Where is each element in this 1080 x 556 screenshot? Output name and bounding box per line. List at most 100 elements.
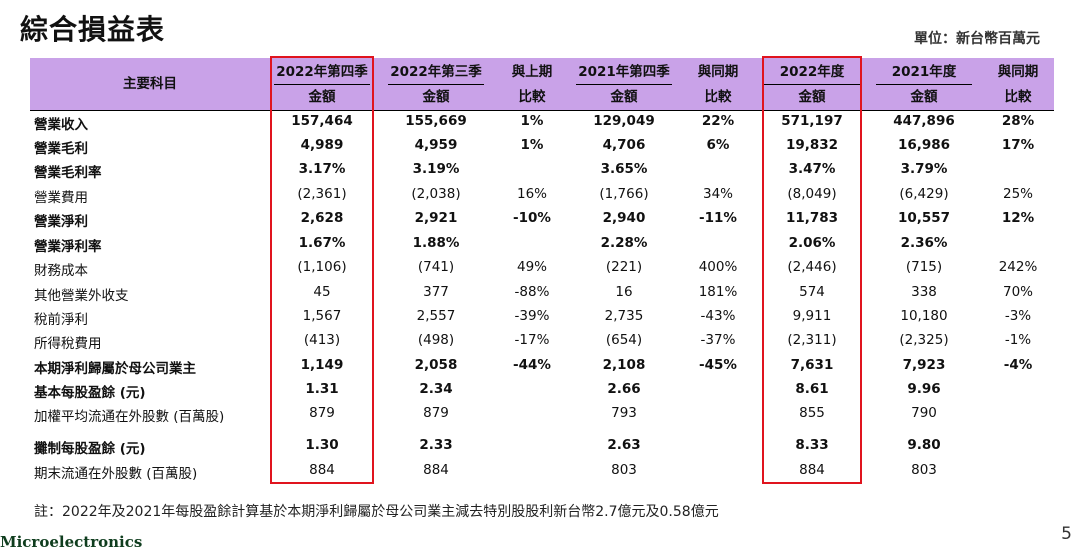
table-cell: 2.28% (600, 235, 648, 251)
table-cell: 9,911 (792, 308, 832, 324)
table-cell: 1.31 (305, 381, 339, 397)
table-cell: -88% (514, 284, 550, 300)
table-cell: 2,058 (414, 357, 458, 373)
table-cell: (2,325) (899, 332, 949, 348)
table-cell: 1,567 (302, 308, 342, 324)
table-cell: -43% (700, 308, 736, 324)
table-cell: (2,311) (787, 332, 837, 348)
header-divider-3 (876, 84, 972, 85)
table-cell: 2,557 (416, 308, 456, 324)
table-cell: 884 (423, 462, 449, 478)
table-cell: 19,832 (785, 137, 839, 153)
header-divider-2 (764, 84, 860, 85)
table-cell: 4,989 (300, 137, 344, 153)
header-col-6-top: 2021年度 (891, 64, 957, 80)
table-cell: 49% (516, 259, 547, 275)
table-cell: 2,108 (602, 357, 646, 373)
header-col-4-top: 與同期 (697, 64, 739, 80)
highlight-box-fy-2022 (762, 56, 862, 484)
header-col-1-bottom: 金額 (422, 89, 450, 105)
table-cell: (2,361) (297, 186, 347, 202)
table-cell: 790 (911, 405, 937, 421)
table-cell: 377 (423, 284, 449, 300)
table-cell: -11% (699, 210, 737, 226)
table-cell: 884 (309, 462, 335, 478)
header-col-0-bottom: 金額 (308, 89, 336, 105)
table-cell: 2,735 (604, 308, 644, 324)
table-cell: 6% (706, 137, 730, 153)
table-cell: 2.36% (900, 235, 948, 251)
page-number: 5 (1061, 524, 1072, 544)
table-cell: 70% (1002, 284, 1033, 300)
row-label: 稅前淨利 (34, 312, 88, 328)
table-cell: 2,628 (300, 210, 344, 226)
table-cell: 1.67% (298, 235, 346, 251)
header-col-3-bottom: 金額 (610, 89, 638, 105)
table-cell: (2,446) (787, 259, 837, 275)
table-cell: 7,923 (902, 357, 946, 373)
row-label: 財務成本 (34, 263, 88, 279)
table-cell: 155,669 (405, 113, 467, 129)
table-cell: 3.47% (788, 161, 836, 177)
table-cell: 2,940 (602, 210, 646, 226)
row-label: 期末流通在外股數 (百萬股) (34, 466, 198, 482)
table-cell: (715) (905, 259, 943, 275)
header-main-item: 主要科目 (123, 76, 177, 92)
header-col-1-top: 2022年第三季 (390, 64, 482, 80)
table-cell: (6,429) (899, 186, 949, 202)
table-cell: 3.65% (600, 161, 648, 177)
table-cell: 855 (799, 405, 825, 421)
table-cell: 16,986 (897, 137, 951, 153)
table-cell: 181% (698, 284, 738, 300)
table-cell: 8.33 (795, 437, 829, 453)
table-cell: -4% (1003, 357, 1033, 373)
unit-label: 單位：新台幣百萬元 (914, 31, 1040, 47)
table-cell: 400% (698, 259, 738, 275)
table-cell: 1% (520, 113, 544, 129)
header-col-5-top: 2022年度 (779, 64, 845, 80)
row-label: 攤制每股盈餘 (元) (34, 441, 146, 457)
row-label: 營業淨利率 (34, 239, 102, 255)
table-cell: 803 (911, 462, 937, 478)
table-cell: 571,197 (781, 113, 843, 129)
header-divider (274, 84, 370, 85)
row-label: 本期淨利歸屬於母公司業主 (34, 361, 196, 377)
table-cell: 157,464 (291, 113, 353, 129)
table-cell: 1% (520, 137, 544, 153)
table-cell: -10% (513, 210, 551, 226)
table-cell: 8.61 (795, 381, 829, 397)
table-cell: 22% (701, 113, 735, 129)
table-cell: (741) (417, 259, 455, 275)
table-cell: -44% (513, 357, 551, 373)
header-col-6-bottom: 金額 (910, 89, 938, 105)
table-cell: 25% (1002, 186, 1033, 202)
table-cell: 1.30 (305, 437, 339, 453)
highlight-box-q4-2022 (270, 56, 374, 484)
table-cell: 45 (313, 284, 331, 300)
row-label: 所得稅費用 (34, 336, 102, 352)
row-label: 基本每股盈餘 (元) (34, 385, 146, 401)
header-divider-1 (576, 84, 672, 85)
table-cell: 34% (702, 186, 733, 202)
table-cell: -1% (1004, 332, 1032, 348)
table-cell: 4,706 (602, 137, 646, 153)
table-cell: 2.06% (788, 235, 836, 251)
table-cell: -3% (1004, 308, 1032, 324)
row-label: 加權平均流通在外股數 (百萬股) (34, 409, 225, 425)
table-cell: 3.19% (412, 161, 460, 177)
table-cell: 2.63 (607, 437, 641, 453)
row-label: 營業毛利率 (34, 165, 102, 181)
table-cell: (1,766) (599, 186, 649, 202)
header-col-5-bottom: 金額 (798, 89, 826, 105)
table-cell: (413) (303, 332, 341, 348)
row-label: 營業毛利 (34, 141, 88, 157)
table-cell: 10,557 (897, 210, 951, 226)
table-cell: 7,631 (790, 357, 834, 373)
table-cell: 2.66 (607, 381, 641, 397)
header-col-7-bottom: 比較 (1004, 89, 1032, 105)
table-cell: (2,038) (411, 186, 461, 202)
table-cell: 2,921 (414, 210, 458, 226)
table-cell: 879 (423, 405, 449, 421)
table-cell: 803 (611, 462, 637, 478)
footnote: 註：2022年及2021年每股盈餘計算基於本期淨利歸屬於母公司業主減去特別股股利… (34, 504, 719, 520)
